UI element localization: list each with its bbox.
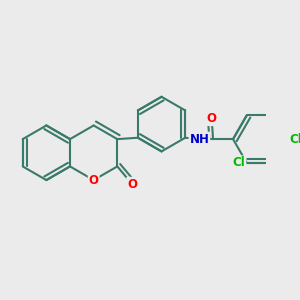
Text: O: O [207,112,217,125]
Text: O: O [127,178,137,191]
Text: Cl: Cl [290,133,300,146]
Text: NH: NH [190,133,209,146]
Text: O: O [89,174,99,187]
Text: Cl: Cl [233,156,245,169]
